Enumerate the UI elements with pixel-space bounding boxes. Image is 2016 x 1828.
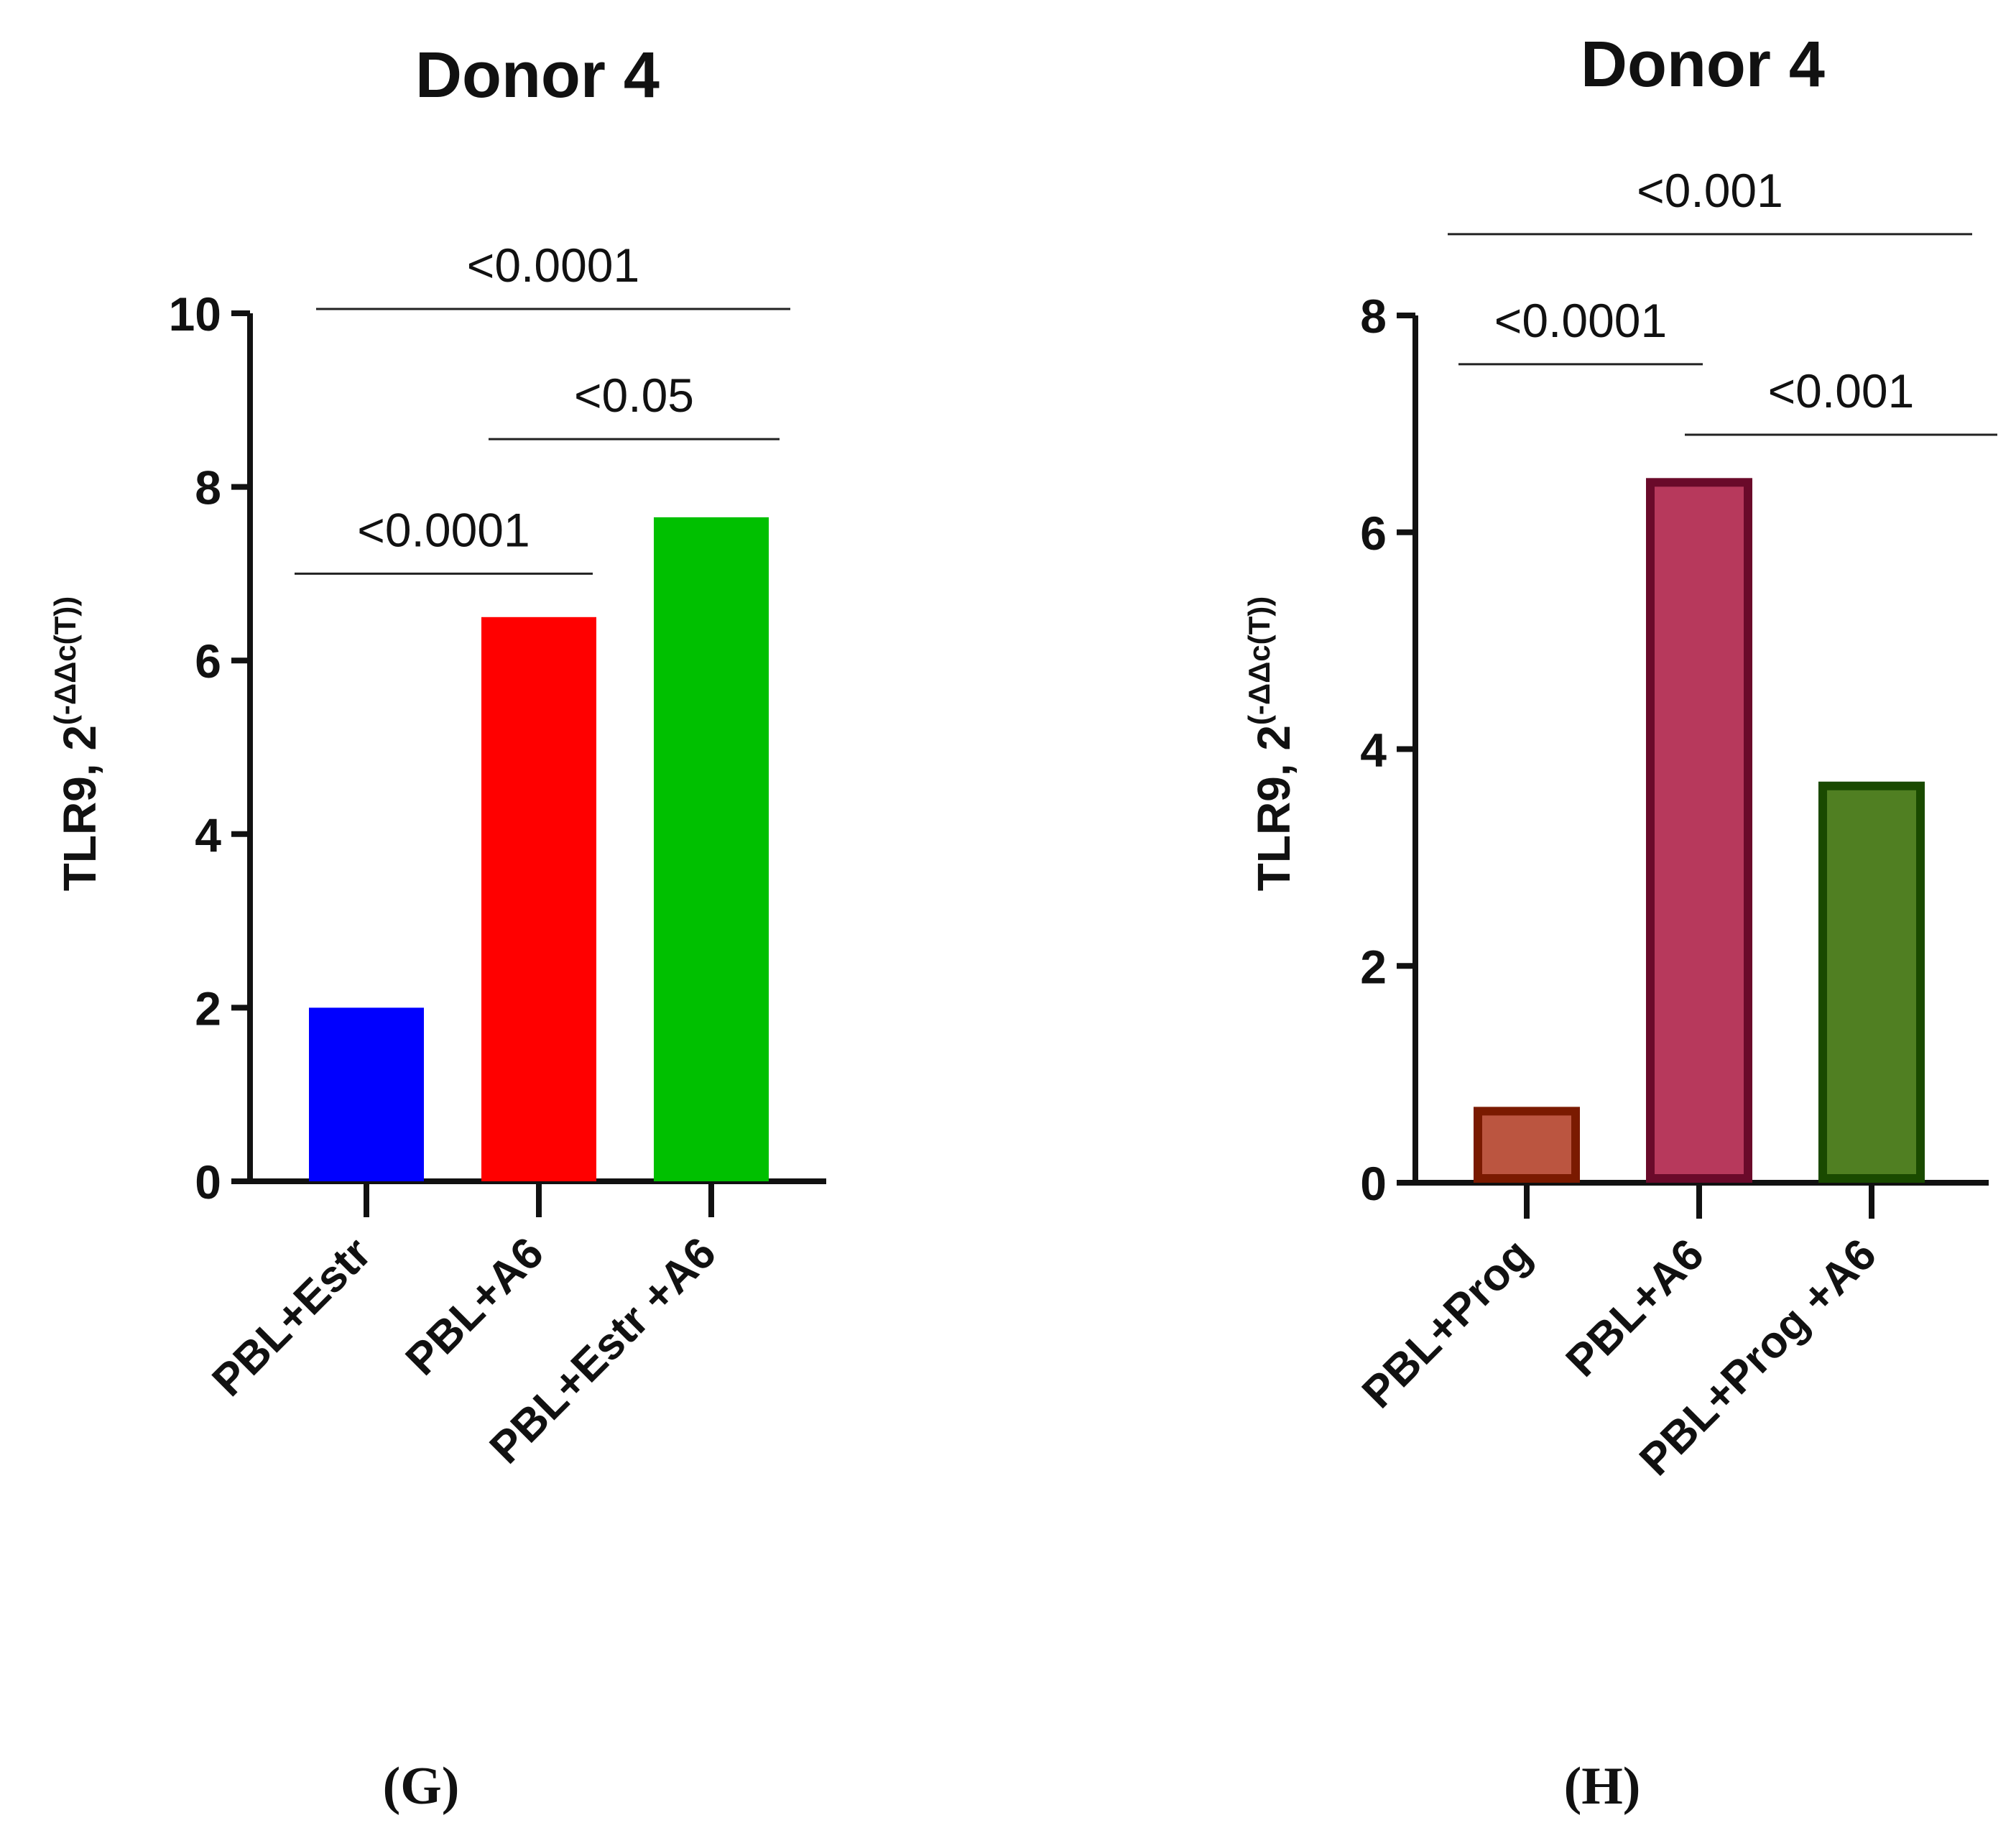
y-axis-title-main: TLR9, 2: [54, 725, 106, 891]
y-tick-label: 0: [1360, 1157, 1387, 1210]
bar-pbl-estr-a6: [654, 517, 769, 1181]
bar-pbl-a6: [481, 617, 596, 1181]
y-axis-title-superscript: (-ΔΔc(T)): [1242, 596, 1276, 725]
significance-annotations: <0.0001 <0.001 <0.001: [1448, 164, 1997, 436]
y-tick-label: 2: [195, 982, 221, 1035]
significance-label: <0.001: [1768, 364, 1915, 417]
panel-label: (H): [1564, 1757, 1641, 1816]
y-tick-label: 10: [169, 287, 221, 341]
significance-label: <0.05: [574, 369, 694, 422]
bars: [309, 517, 769, 1181]
y-tick-label: 4: [1360, 724, 1387, 777]
y-tick-label: 0: [195, 1155, 221, 1209]
significance-label: <0.0001: [1494, 294, 1667, 347]
y-tick-label: 8: [1360, 290, 1387, 343]
y-tick-label: 6: [1360, 507, 1387, 560]
bar-pbl-estr: [309, 1007, 424, 1181]
chart-title: Donor 4: [415, 40, 660, 111]
x-axis-ticks: [1524, 1183, 1874, 1219]
x-category-label: PBL+Estr: [203, 1228, 381, 1405]
y-axis-title-superscript: (-ΔΔc(T)): [48, 596, 82, 725]
y-axis-title-main: TLR9, 2: [1248, 725, 1300, 891]
y-tick-label: 8: [195, 461, 221, 514]
chart-panel-h: Donor 4 TLR9, 2(-ΔΔc(T)) 0 2 4 6 8 PBL+Prog P…: [1242, 29, 1997, 1816]
bar-pbl-prog: [1474, 1107, 1580, 1183]
y-axis-title: TLR9, 2(-ΔΔc(T)): [1242, 596, 1300, 891]
bar-pbl-a6: [1646, 478, 1752, 1183]
y-axis-title: TLR9, 2(-ΔΔc(T)): [48, 596, 106, 891]
panel-label: (G): [383, 1757, 460, 1816]
bars: [1474, 478, 1925, 1183]
x-category-label: PBL+A6: [1557, 1229, 1714, 1386]
y-tick-label: 6: [195, 634, 221, 688]
significance-label: <0.0001: [357, 503, 530, 556]
y-tick-label: 2: [1360, 940, 1387, 993]
y-tick-label: 4: [195, 808, 221, 862]
y-axis-ticks: 0 2 4 6 8 10: [169, 287, 250, 1209]
chart-title: Donor 4: [1581, 29, 1825, 101]
chart-panel-g: Donor 4 TLR9, 2(-ΔΔc(T)) 0 2 4 6 8 10 PBL+Est…: [48, 40, 826, 1816]
significance-label: <0.0001: [467, 239, 639, 292]
significance-label: <0.001: [1637, 164, 1783, 217]
bar-pbl-prog-a6: [1818, 781, 1925, 1183]
y-axis-ticks: 0 2 4 6 8: [1360, 290, 1415, 1210]
x-axis-ticks: [364, 1181, 714, 1217]
x-category-label: PBL+A6: [397, 1228, 553, 1385]
significance-annotations: <0.0001 <0.05 <0.0001: [295, 239, 790, 575]
x-category-label: PBL+Prog: [1353, 1229, 1541, 1418]
